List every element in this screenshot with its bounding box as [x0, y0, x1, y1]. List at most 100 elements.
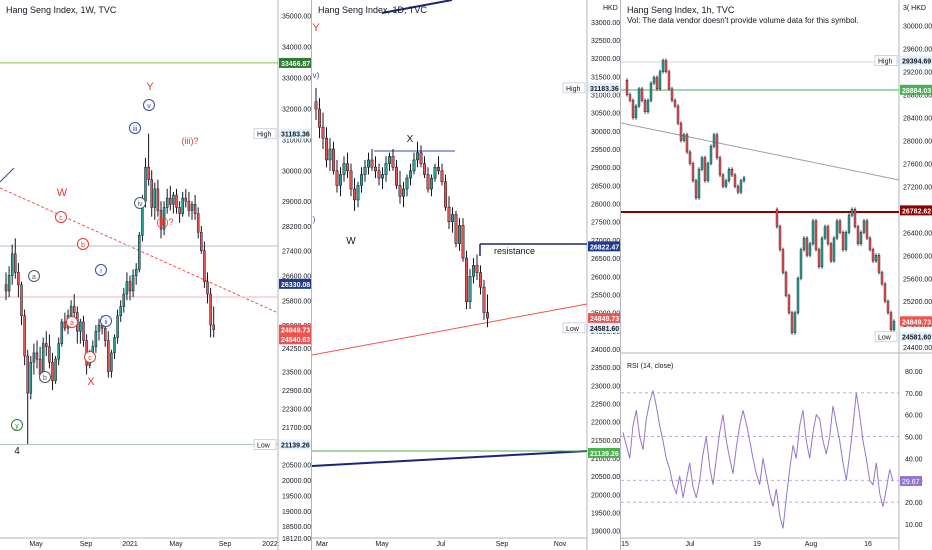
candle-down [335, 170, 339, 186]
candle-up [181, 197, 184, 214]
candle-down [877, 255, 881, 273]
y-tick-label: 26000.00 [591, 274, 620, 281]
level-tag [874, 54, 898, 66]
candle-down [865, 220, 869, 239]
y-tick-label: 23500.00 [591, 365, 620, 372]
y-tick-label: 22900.00 [282, 388, 311, 395]
candle-up [29, 361, 33, 394]
y-tick-label: 24250.00 [282, 346, 311, 353]
level-badge [900, 316, 932, 327]
hourly-chart-pane[interactable]: 30000.00 29600.00 29200.00 28800.00 28400.00… [621, 0, 932, 550]
y-tick-label: 30500.00 [591, 111, 620, 118]
y-tick-label: 26400.00 [903, 230, 932, 237]
rsi-tick-label: 50.00 [905, 435, 923, 442]
candle-down [703, 157, 707, 181]
y-tick-label: 29600.00 [903, 47, 932, 54]
candle-down [721, 174, 725, 187]
candle-down [184, 197, 188, 202]
rsi-tick-label: 60.00 [905, 413, 923, 420]
level-badge-label: 24849.73 [590, 316, 619, 323]
candle-down [694, 180, 698, 199]
candle-up [468, 276, 472, 302]
x-tick-label: 16 [864, 541, 872, 548]
y-tick-label: 31000.00 [282, 137, 311, 144]
x-tick-label: Sep [80, 541, 93, 548]
level-badge-label: 26330.08 [281, 282, 310, 289]
wave-label: X [407, 134, 414, 145]
candle-up [658, 71, 662, 90]
candle-up [41, 343, 45, 375]
wave-label: Y [312, 22, 320, 34]
candle-down [349, 170, 353, 190]
candle-up [131, 275, 135, 292]
candle-up [360, 174, 363, 186]
rsi-value-badge [900, 476, 922, 487]
candle-down [150, 179, 153, 208]
y-tick-label: 20000.00 [591, 492, 620, 499]
pane-divider[interactable] [620, 0, 621, 550]
level-badge [279, 334, 311, 345]
y-tick-label: 26500.00 [591, 256, 620, 263]
candle-down [346, 163, 349, 172]
candle-up [850, 209, 854, 216]
candle-down [775, 209, 779, 227]
candle-down [103, 327, 107, 341]
y-tick-label: 35000.00 [282, 13, 311, 20]
x-tick-label: May [169, 541, 183, 548]
candle-down [814, 220, 818, 250]
daily-chart-pane[interactable]: 33000.00 32500.00 32000.00 31500.00 31000.00… [312, 0, 620, 550]
trend-line-blue [381, 0, 453, 14]
y-tick-label: 33000.00 [591, 20, 620, 27]
candle-up [328, 148, 332, 161]
candle-up [119, 306, 122, 316]
candle-up [892, 321, 896, 331]
candle-down [679, 123, 683, 141]
candle-down [48, 346, 51, 363]
candle-down [853, 209, 857, 227]
candle-down [778, 226, 782, 250]
candle-up [134, 269, 138, 276]
candle-down [817, 249, 821, 267]
candle-down [883, 283, 887, 302]
pane-divider[interactable] [311, 0, 312, 550]
candle-up [808, 243, 812, 256]
candle-up [820, 237, 824, 267]
hourly-chart-svg[interactable]: 30000.00 29600.00 29200.00 28800.00 28400.00… [621, 0, 932, 550]
candle-down [730, 169, 734, 176]
weekly-chart-svg[interactable]: 35000.00 34000.00 33000.00 32000.00 31000.00… [0, 0, 311, 550]
wave-circle-label: ii [104, 319, 108, 326]
candle-up [724, 180, 728, 187]
wave-circle-label: a [32, 274, 36, 281]
candle-up [412, 159, 416, 172]
candle-down [880, 272, 884, 285]
y-tick-label: 31500.00 [591, 74, 620, 81]
candle-down [426, 174, 430, 190]
candle-up [54, 358, 57, 381]
candle-down [353, 188, 356, 201]
candle-down [419, 152, 423, 164]
candle-down [440, 170, 444, 183]
candle-down [20, 284, 23, 316]
level-badge [588, 241, 620, 252]
level-badge [588, 447, 620, 458]
wave-circle [129, 122, 141, 134]
candle-down [51, 361, 54, 381]
y-tick-label: 18120.00 [282, 536, 311, 543]
y-tick-label: 28800.00 [903, 93, 932, 100]
y-tick-label: 30000.00 [903, 24, 932, 31]
candle-down [314, 101, 318, 110]
daily-chart-svg[interactable]: 33000.00 32500.00 32000.00 31500.00 31000.00… [312, 0, 620, 550]
candle-up [844, 232, 848, 250]
volume-note: Vol: The data vendor doesn't provide vol… [627, 16, 859, 25]
candle-up [384, 163, 388, 175]
weekly-chart-pane[interactable]: 35000.00 34000.00 33000.00 32000.00 31000.00… [0, 0, 311, 550]
level-badge [279, 57, 311, 68]
wave-circle-label: y [15, 423, 19, 430]
wave-label: ) [313, 215, 316, 224]
candle-down [691, 163, 695, 181]
candle-down [784, 272, 788, 296]
rsi-label: RSI (14, close) [627, 363, 673, 370]
y-tick-label: 27200.00 [903, 184, 932, 191]
candle-up [367, 159, 370, 168]
candle-down [465, 257, 468, 302]
